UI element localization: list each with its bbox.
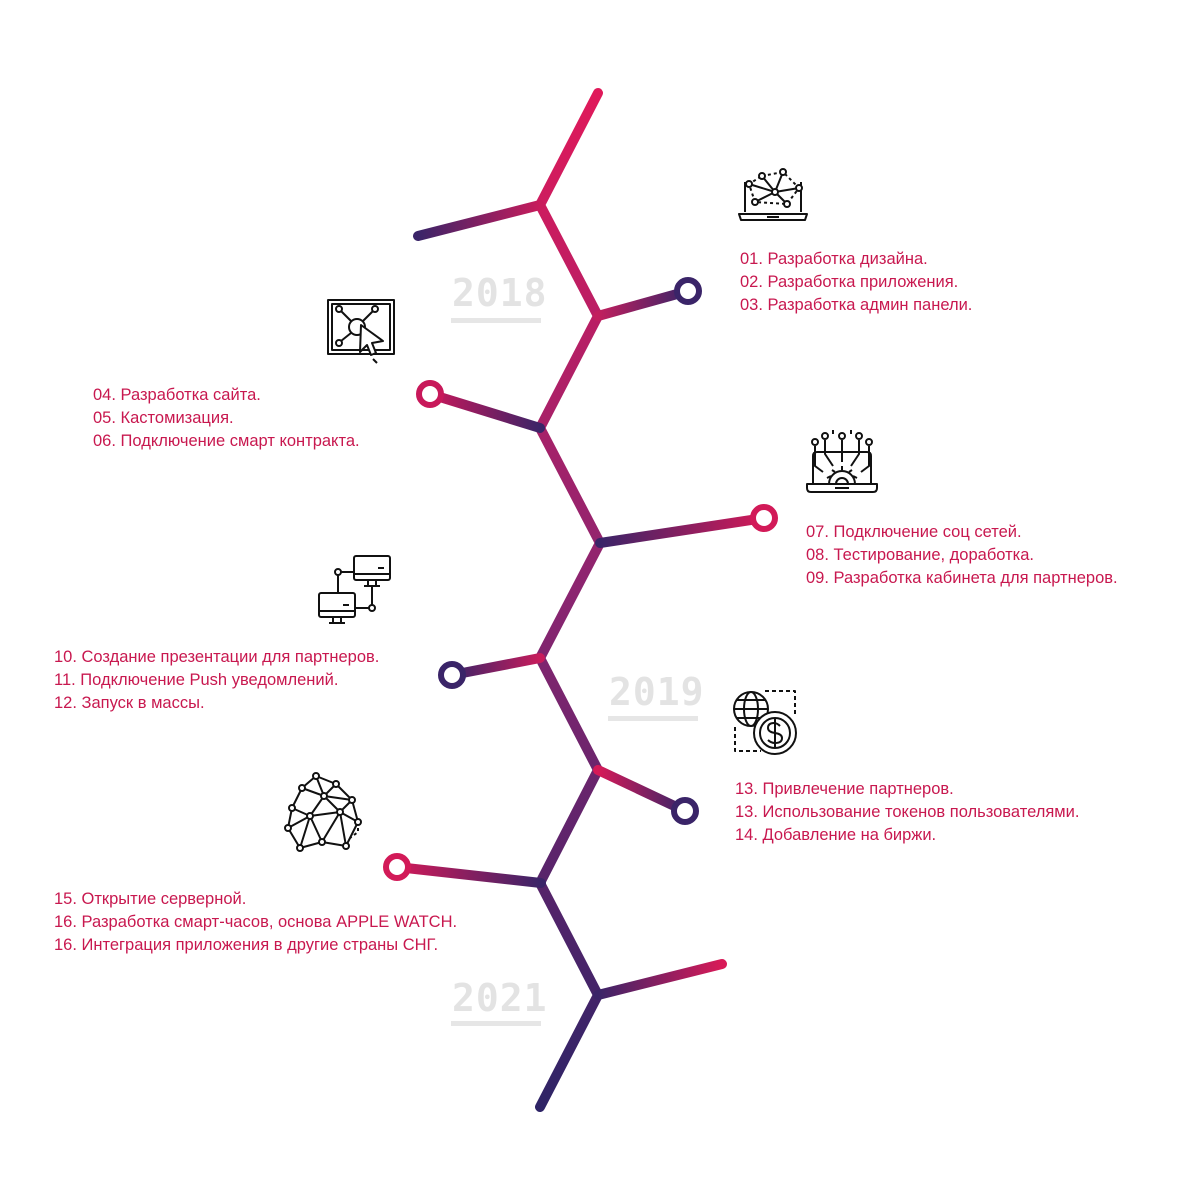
milestone-list-6: 15. Открытие серверной. 16. Разработка с… [54, 888, 457, 957]
globe-dollar-icon [733, 690, 797, 755]
milestone-item: 15. Открытие серверной. [54, 890, 247, 908]
milestone-list-3: 07. Подключение соц сетей. 08. Тестирова… [806, 521, 1118, 590]
year-label-2018: 2018 [452, 271, 548, 315]
milestone-item: 09. Разработка кабинета для партнеров. [806, 569, 1118, 587]
year-underline-2019 [608, 716, 698, 721]
timeline-trunk [534, 88, 606, 1112]
year-underline-2018 [451, 318, 541, 323]
milestone-item: 13. Использование токенов пользователями… [735, 803, 1080, 821]
year-underline-2021 [451, 1021, 541, 1026]
laptop-network-icon [738, 168, 808, 221]
connected-computers-icon [318, 555, 391, 624]
timeline-branch-6 [392, 862, 546, 888]
milestone-item: 05. Кастомизация. [93, 409, 234, 427]
timeline-node-3 [750, 504, 778, 532]
year-label-2019: 2019 [609, 670, 705, 714]
milestone-item: 04. Разработка сайта. [93, 386, 261, 404]
milestone-list-2: 04. Разработка сайта. 05. Кастомизация. … [93, 384, 360, 453]
timeline-node-6 [383, 853, 411, 881]
milestone-list-4: 10. Создание презентации для партнеров. … [54, 646, 379, 715]
milestone-item: 12. Запуск в массы. [54, 694, 205, 712]
milestone-item: 10. Создание презентации для партнеров. [54, 648, 380, 666]
web-cursor-icon [327, 299, 395, 364]
milestone-item: 03. Разработка админ панели. [740, 296, 973, 314]
timeline-node-5 [671, 797, 699, 825]
timeline-branch-3 [595, 513, 769, 548]
milestone-item: 01. Разработка дизайна. [740, 250, 928, 268]
timeline-node-2 [416, 380, 444, 408]
timeline-branch-top-left [413, 200, 545, 241]
milestone-item: 02. Разработка приложения. [740, 273, 959, 291]
brain-network-icon [284, 772, 362, 852]
timeline-node-4 [438, 661, 466, 689]
milestone-list-1: 01. Разработка дизайна. 02. Разработка п… [740, 248, 972, 317]
milestone-item: 13. Привлечение партнеров. [735, 780, 954, 798]
timeline-node-1 [674, 277, 702, 305]
milestone-item: 11. Подключение Push уведомлений. [54, 671, 339, 689]
timeline-branch-1 [593, 286, 693, 321]
timeline-branch-bottom-right [593, 959, 727, 1000]
milestone-item: 16. Разработка смарт-часов, основа APPLE… [54, 913, 458, 931]
timeline-branch-2 [425, 389, 545, 433]
milestone-list-5: 13. Привлечение партнеров. 13. Использов… [735, 778, 1079, 847]
milestone-item: 06. Подключение смарт контракта. [93, 432, 360, 450]
year-label-2021: 2021 [452, 976, 548, 1020]
laptop-gear-icon [806, 430, 878, 493]
timeline-branch-4 [447, 653, 545, 680]
milestone-item: 07. Подключение соц сетей. [806, 523, 1022, 541]
milestone-item: 08. Тестирование, доработка. [806, 546, 1034, 564]
milestone-item: 16. Интеграция приложения в другие стран… [54, 936, 439, 954]
timeline-branch-5 [593, 765, 690, 816]
milestone-item: 14. Добавление на биржи. [735, 826, 937, 844]
